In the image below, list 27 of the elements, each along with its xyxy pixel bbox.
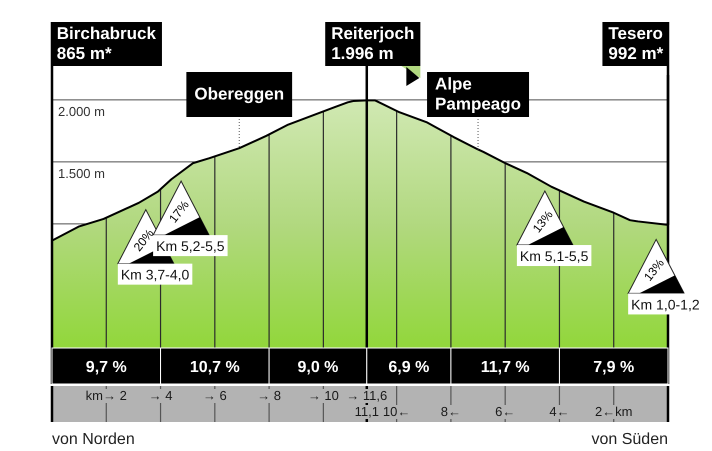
x2-tick-label: 8← [440,404,462,419]
x-tick-label: → 11,6 [346,388,388,403]
band-label: 9,7 % [86,359,127,376]
x2-tick-label: 6← [495,404,516,419]
x2-tick-label: 2←km [594,404,633,419]
x2-tick-label: 10← [382,404,410,419]
annotation: Obereggen [194,84,284,104]
x-tick-label: → 6 [202,388,227,403]
annotation: Alpe Pampeago [435,74,522,114]
x2-tick-label: 4← [549,404,570,419]
annotation: Tesero 992 m* [608,24,664,63]
x-tick-label: → 4 [148,388,172,403]
text: Birchabruck 865 m* [56,24,156,63]
x-tick-label: km→ 2 [86,388,127,403]
band-label: 6,9 % [388,359,430,376]
x2-axis-title: von Süden [591,431,668,448]
x-tick-label: → 8 [257,388,282,403]
band-label: 9,0 % [297,359,338,376]
x-tick-label: → 10 [308,388,339,403]
x2-tick-label: 11,1 [354,404,379,419]
y-tick-label: 2.000 m [58,104,105,119]
x-axis-title: von Norden [52,431,135,448]
band-label: 10,7 % [190,359,240,376]
y-tick-label: 1.500 m [58,166,105,181]
band-label: 7,9 % [593,359,634,376]
band-label: 11,7 % [480,359,530,376]
ref-line-label: Reiterjoch 1.996 m [331,24,414,63]
